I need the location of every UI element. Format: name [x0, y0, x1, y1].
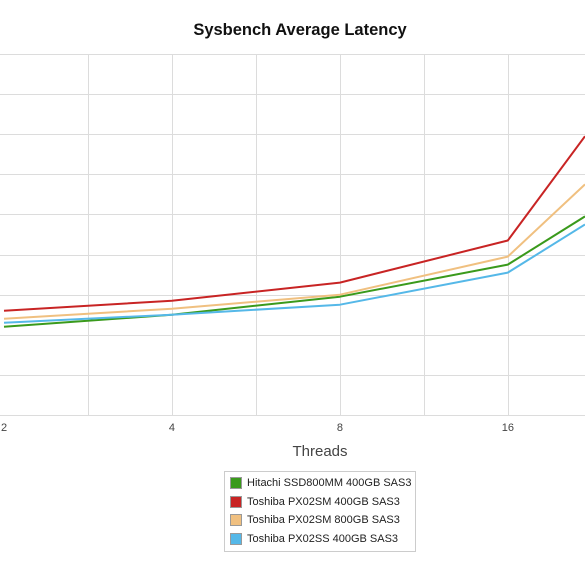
series-line-1: [3, 215, 585, 328]
legend-swatch: [230, 514, 242, 527]
legend-label: Toshiba PX02SS 400GB SAS3: [247, 532, 399, 545]
legend-item[interactable]: Toshiba PX02SM 800GB SAS3: [225, 511, 415, 530]
legend-label: Hitachi SSD800MM 400GB SAS3: [247, 477, 412, 490]
series-line-2: [3, 135, 585, 312]
chart-legend: Hitachi SSD800MM 400GB SAS3 Toshiba PX02S…: [224, 471, 416, 552]
series-line-3: [3, 183, 585, 320]
legend-swatch: [230, 532, 242, 545]
x-axis-title: Threads: [292, 443, 347, 460]
legend-item[interactable]: Toshiba PX02SM 400GB SAS3: [225, 493, 415, 512]
legend-label: Toshiba PX02SM 400GB SAS3: [247, 495, 400, 508]
x-tick-label: 16: [502, 422, 514, 434]
x-axis-ticks: 2 4 8 16: [1, 422, 514, 434]
chart-grid: [0, 54, 585, 416]
legend-label: Toshiba PX02SM 800GB SAS3: [247, 514, 400, 527]
legend-swatch: [230, 495, 242, 508]
x-tick-label: 8: [337, 422, 343, 434]
chart-series: [3, 135, 585, 328]
legend-item[interactable]: Toshiba PX02SS 400GB SAS3: [225, 530, 415, 549]
chart-title: Sysbench Average Latency: [193, 21, 407, 39]
series-line-4: [3, 223, 585, 324]
x-tick-label: 4: [169, 422, 175, 434]
legend-item[interactable]: Hitachi SSD800MM 400GB SAS3: [225, 474, 415, 493]
legend-swatch: [230, 477, 242, 490]
x-tick-label: 2: [1, 422, 7, 434]
